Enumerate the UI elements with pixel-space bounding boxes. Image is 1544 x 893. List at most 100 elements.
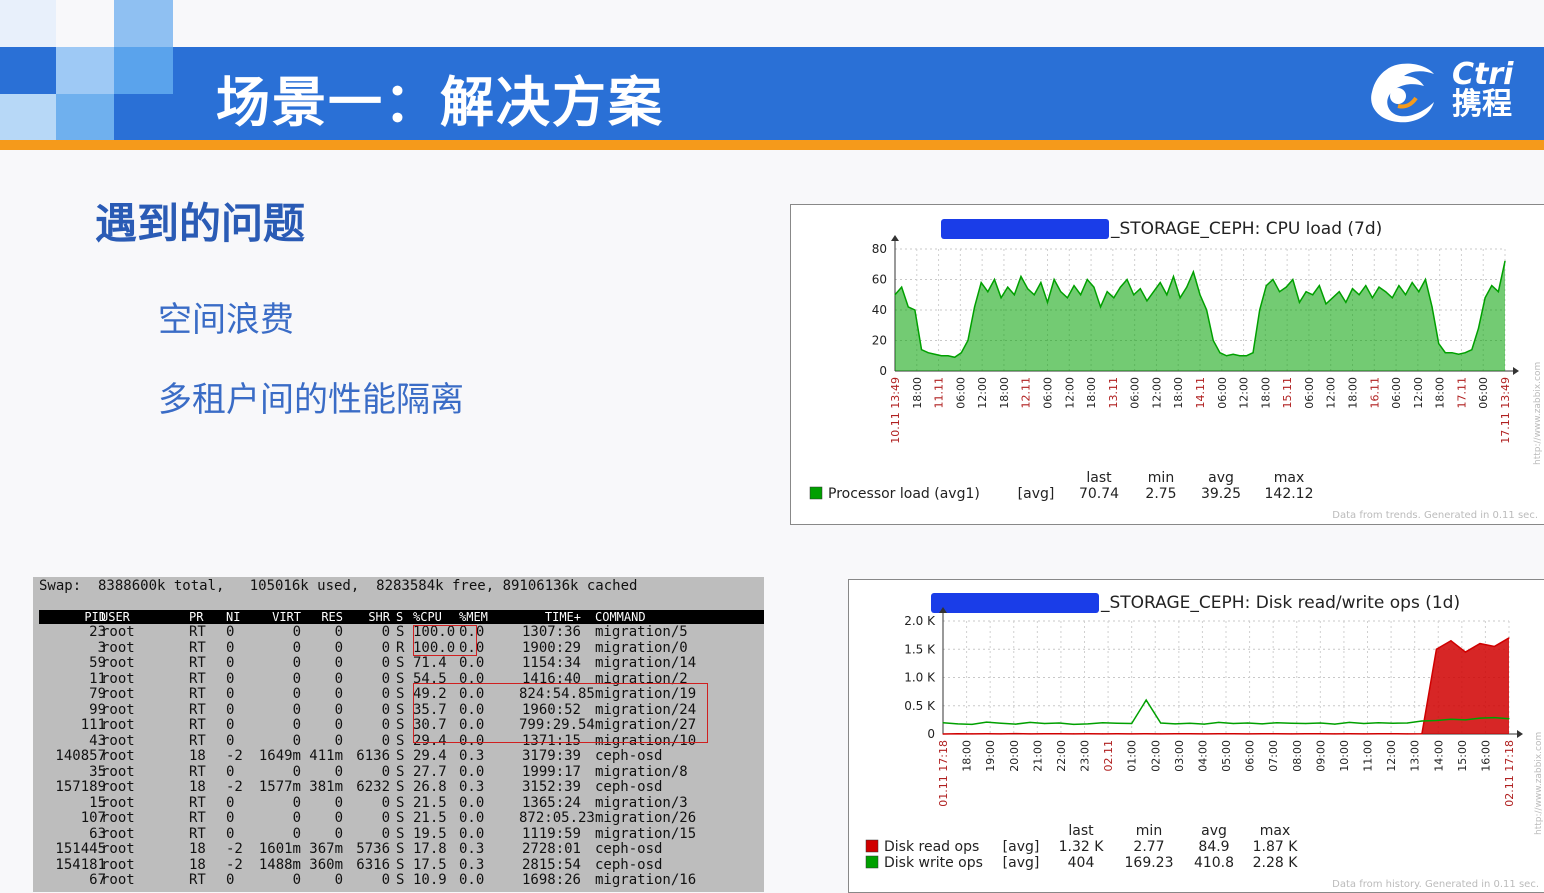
data-point xyxy=(1365,285,1367,287)
process-cell: migration/14 xyxy=(595,655,697,671)
data-point xyxy=(1272,278,1274,281)
data-point xyxy=(1348,733,1350,735)
data-point xyxy=(947,355,949,357)
process-cell: 0 xyxy=(292,639,301,656)
series-area xyxy=(943,637,1509,734)
x-tick-label: 09:00 xyxy=(1314,740,1327,772)
data-point xyxy=(1000,722,1002,724)
data-point xyxy=(1464,651,1467,653)
legend-value: 2.77 xyxy=(1133,839,1164,855)
process-cell: ceph-osd xyxy=(595,748,663,764)
data-point xyxy=(956,723,959,725)
legend-value: 2.28 K xyxy=(1253,855,1299,871)
process-cell: 2728:01 xyxy=(521,841,581,857)
x-tick-label: 16:00 xyxy=(1479,740,1492,772)
process-cell: S xyxy=(396,856,405,873)
data-point xyxy=(1152,291,1155,293)
data-point xyxy=(1212,339,1214,342)
logo-text-top: Ctri xyxy=(1452,57,1514,92)
process-cell: root xyxy=(101,639,135,656)
process-cell: 824:54.85 xyxy=(519,686,595,702)
process-cell: 0 xyxy=(292,686,301,702)
process-cell: 1999:17 xyxy=(521,763,581,780)
legend-swatch xyxy=(809,486,823,500)
process-row: 59 root RT 0 0 0 0 S 71.4 0.0 1154:34 migration/14 xyxy=(33,655,764,672)
x-tick-label: 20:00 xyxy=(1008,740,1021,772)
top-terminal-output: Swap: 8388600k total, 105016k used, 8283… xyxy=(33,577,764,892)
process-cell: 0 xyxy=(226,763,235,780)
process-cell: migration/16 xyxy=(595,872,697,888)
data-point xyxy=(1305,291,1307,293)
data-point xyxy=(1086,278,1088,281)
data-point xyxy=(934,353,936,355)
process-cell: 2815:54 xyxy=(521,856,581,873)
x-tick-label: 12:00 xyxy=(1150,377,1163,409)
data-point xyxy=(985,733,988,735)
process-cell: R xyxy=(396,639,405,656)
legend-agg: [avg] xyxy=(1003,855,1040,871)
data-point xyxy=(1232,353,1234,355)
data-point xyxy=(1102,722,1104,724)
data-point xyxy=(1334,723,1336,725)
data-point xyxy=(942,722,944,724)
data-point xyxy=(1174,723,1176,725)
data-point xyxy=(980,281,982,284)
process-cell: 0 xyxy=(292,825,301,842)
x-tick-label: 02.11 17:18 xyxy=(1503,740,1516,807)
logo-text-bottom: 携程 xyxy=(1452,87,1512,122)
column-header: VIRT xyxy=(272,610,301,624)
process-cell: 0 xyxy=(334,810,343,826)
logo-wordmark: Ctri 携程 xyxy=(1452,60,1513,120)
data-point xyxy=(1245,355,1248,357)
y-tick-label: 60 xyxy=(872,273,887,287)
data-point xyxy=(971,723,973,725)
data-point xyxy=(954,356,956,358)
data-point xyxy=(1014,733,1017,735)
process-cell: 54.5 xyxy=(413,670,447,687)
redacted-hostname-block xyxy=(941,219,1109,239)
data-point xyxy=(1219,352,1221,354)
process-cell: 0 xyxy=(226,686,235,702)
process-cell: 0 xyxy=(292,655,301,671)
process-row: 140857 root 18 -2 1649m 411m 6136 S 29.4 0.3 3179:… xyxy=(33,748,764,765)
data-point xyxy=(1261,723,1263,725)
process-row: 99 root RT 0 0 0 0 S 35.7 0.0 1960:52 migration/24 xyxy=(33,701,764,719)
process-cell: 35.7 xyxy=(413,701,447,718)
column-header: RES xyxy=(321,610,343,624)
data-point xyxy=(1371,297,1373,299)
process-cell: -2 xyxy=(226,779,243,795)
process-cell: S xyxy=(396,794,405,811)
process-cell: root xyxy=(101,825,135,842)
x-tick-label: 07:00 xyxy=(1267,740,1280,772)
process-cell: 0.0 xyxy=(459,732,485,749)
data-point xyxy=(1174,733,1176,735)
data-point xyxy=(914,309,916,311)
data-point xyxy=(1312,294,1314,296)
data-point xyxy=(1318,285,1320,287)
legend-column-header: avg xyxy=(1201,823,1227,839)
process-cell: 10.9 xyxy=(413,872,447,888)
process-row: 151445 root 18 -2 1601m 367m 5736 S 17.8 0.3 2728:… xyxy=(33,841,764,858)
process-cell: 0 xyxy=(381,763,390,780)
data-point xyxy=(1232,733,1234,735)
header-bar xyxy=(0,47,1544,140)
column-header: %CPU xyxy=(413,610,442,624)
data-point xyxy=(1259,309,1261,311)
x-tick-label: 06:00 xyxy=(1390,377,1403,409)
x-tick-label: 12.11 xyxy=(1020,377,1033,409)
process-cell: 3152:39 xyxy=(521,779,581,795)
process-cell: 0 xyxy=(226,717,235,733)
process-cell: 1577m xyxy=(258,779,301,795)
process-cell: 19.5 xyxy=(413,825,447,842)
x-tick-label: 12:00 xyxy=(976,377,989,409)
data-point xyxy=(1464,352,1466,354)
data-point xyxy=(1471,349,1473,351)
process-cell: 30.7 xyxy=(413,717,447,733)
x-tick-label: 23:00 xyxy=(1079,740,1092,772)
process-cell: 0 xyxy=(381,686,390,702)
data-point xyxy=(1418,291,1420,293)
process-cell: 0 xyxy=(381,670,390,687)
process-cell: S xyxy=(396,825,405,842)
process-cell: root xyxy=(101,717,135,733)
data-point xyxy=(1206,309,1208,311)
